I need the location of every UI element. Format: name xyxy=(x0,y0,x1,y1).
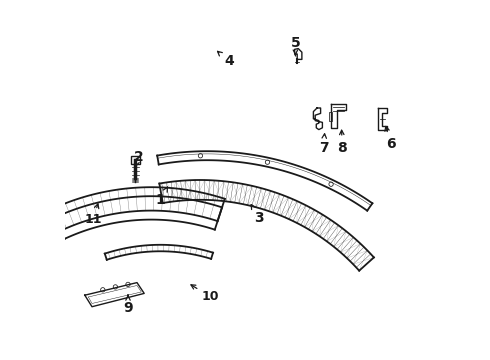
Text: 2: 2 xyxy=(134,150,144,167)
Text: 11: 11 xyxy=(84,204,102,226)
Text: 5: 5 xyxy=(291,36,300,56)
Text: 10: 10 xyxy=(191,285,220,303)
Text: 1: 1 xyxy=(155,187,168,207)
Bar xyxy=(328,112,332,121)
Text: 3: 3 xyxy=(251,204,264,225)
Text: 8: 8 xyxy=(337,130,347,154)
Text: 4: 4 xyxy=(218,51,234,68)
Text: 9: 9 xyxy=(123,295,133,315)
Text: 6: 6 xyxy=(385,126,395,151)
Text: 7: 7 xyxy=(318,134,328,154)
